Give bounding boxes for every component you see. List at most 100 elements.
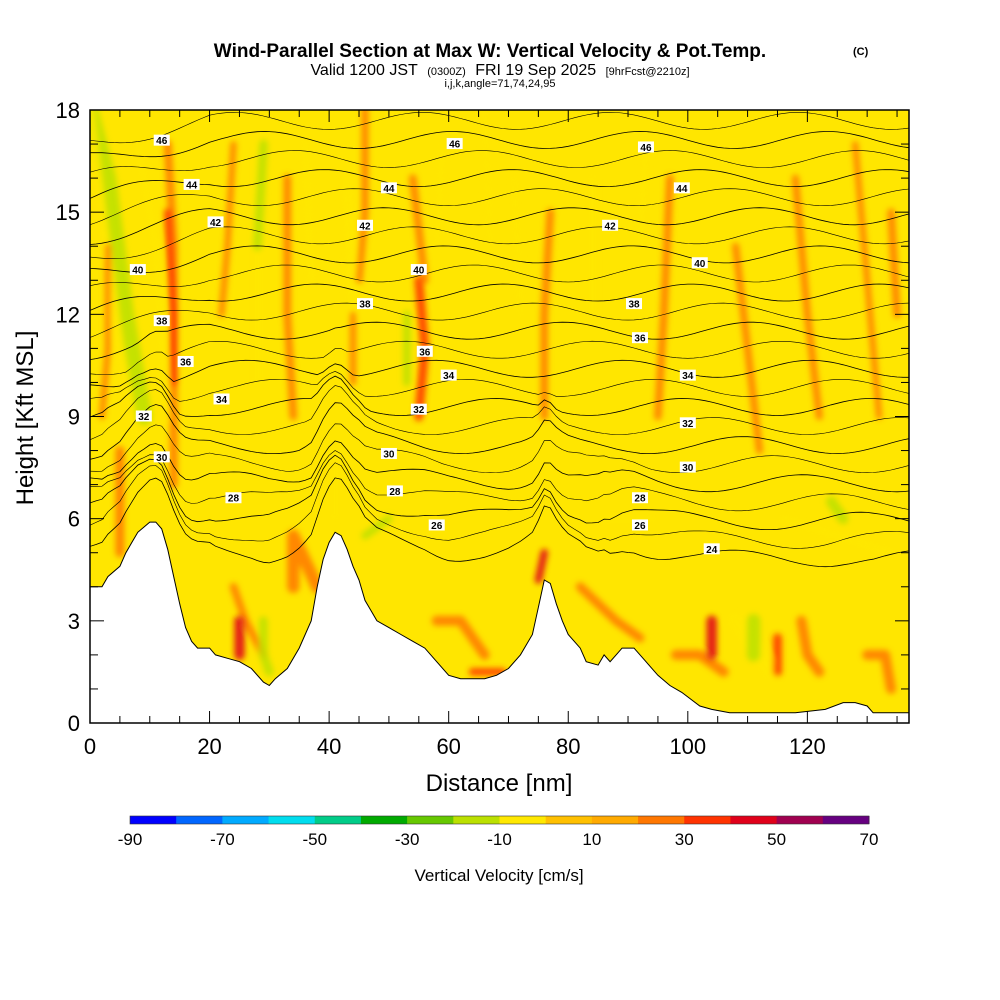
colorbar-tick-label: -30 [395,830,420,849]
contour-label-box [703,543,720,555]
velocity-cell [862,649,897,694]
velocity-cell [218,141,237,318]
theta-contour-line [90,359,909,388]
colorbar-swatch [591,816,639,824]
plot-background [90,110,909,723]
velocity-cell [575,582,645,643]
contour-label-box [428,519,445,531]
theta-contour-line [90,112,909,144]
contour-label-box [679,417,696,429]
theta-contour-line [90,454,909,530]
contour-label-box [679,461,696,473]
colorbar-swatch [638,816,685,824]
colorbar-tick-label: 30 [675,830,694,849]
theta-contour-line [90,462,909,549]
contour-label-box [177,356,194,368]
y-tick-label: 0 [68,711,80,736]
velocity-cell [852,141,883,420]
theta-contour-line [90,340,909,375]
contour-label: 32 [413,405,425,416]
velocity-cell [163,208,178,387]
colorbar-swatch [314,816,362,824]
contour-label-box [679,369,696,381]
y-tick-label: 18 [56,98,80,123]
colorbar-swatch [222,816,270,824]
contour-label: 30 [156,453,168,464]
colorbar-swatch [268,816,316,824]
theta-contour-line [90,207,909,245]
velocity-cell [534,548,549,584]
contour-label-box [637,141,654,153]
contour-label: 36 [419,347,431,358]
contour-label: 28 [634,494,646,505]
theta-contour-line [90,477,909,568]
contour-label-box [207,216,224,228]
velocity-cell [540,208,555,421]
velocity-cell [511,174,524,318]
contour-label-box [446,138,463,150]
contour-label: 40 [413,266,425,277]
velocity-cell [259,616,274,677]
x-tick-label: 20 [197,734,221,759]
theta-contour-line [90,131,909,158]
theta-contour-line [90,169,909,199]
contour-label-box [673,182,690,194]
x-axis: 0 20 40 60 80 100 120 [84,110,898,759]
contour-label-box [129,264,146,276]
contour-label: 28 [228,494,240,505]
theta-contour-line [90,375,909,418]
contour-label: 44 [186,180,198,191]
colorbar-tick-label: -10 [487,830,512,849]
colorbar-label: Vertical Velocity [cm/s] [414,866,583,885]
contour-label-box [153,315,170,327]
x-tick-label: 0 [84,734,96,759]
colorbar: -90 -70 -50 -30 -10 10 30 50 70 [118,815,878,849]
colorbar-swatch [776,816,824,824]
velocity-cell [287,529,324,594]
contour-label: 38 [359,300,371,311]
contour-label-box [602,219,619,231]
contour-label: 40 [694,259,706,270]
theta-contour-line [90,283,909,311]
contour-label-box [440,369,457,381]
velocity-cell [431,615,490,660]
theta-contour-line [90,245,909,274]
theta-contour-line [90,423,909,474]
theta-contour-line [90,370,909,402]
chart-title: Wind-Parallel Section at Max W: Vertical… [214,41,766,62]
contour-labels: 24 26 26 28 28 28 30 30 30 32 32 32 34 34 34 36 36 36 38 38… [129,134,720,556]
colorbar-swatch [545,816,593,824]
velocity-cell [796,615,825,677]
theta-contour-line [90,385,909,440]
velocity-cell [300,139,316,285]
contour-label: 32 [682,419,694,430]
colorbar-frame [129,815,870,825]
contour-label-box [631,519,648,531]
contour-label: 28 [389,487,401,498]
contour-label: 26 [634,521,646,532]
colorbar-swatch [453,816,500,824]
contour-label: 34 [216,395,228,406]
subtitle-forecast: [9hrFcst@2210z] [606,66,690,78]
velocity-cell [99,243,111,420]
contour-label: 38 [156,317,168,328]
subtitle-date: FRI 19 Sep 2025 [475,62,596,79]
theta-contour-line [90,302,909,338]
colorbar-tick-label: -50 [302,830,327,849]
velocity-cell [670,649,729,677]
contour-label: 44 [676,184,688,195]
contour-label-box [631,492,648,504]
colorbar-swatch [822,816,870,824]
x-tick-label: 80 [556,734,580,759]
theta-contour-line [90,188,909,225]
colorbar-tick-label: -90 [118,830,143,849]
chart-title-unit: (C) [853,46,869,58]
colorbar-swatch [684,816,731,824]
contour-label: 42 [605,221,617,232]
contour-label: 36 [180,358,192,369]
y-tick-label: 9 [68,405,80,430]
subtitle-valid: Valid 1200 JST [310,62,418,79]
velocity-cell [887,208,901,319]
theta-contour-line [90,440,909,493]
